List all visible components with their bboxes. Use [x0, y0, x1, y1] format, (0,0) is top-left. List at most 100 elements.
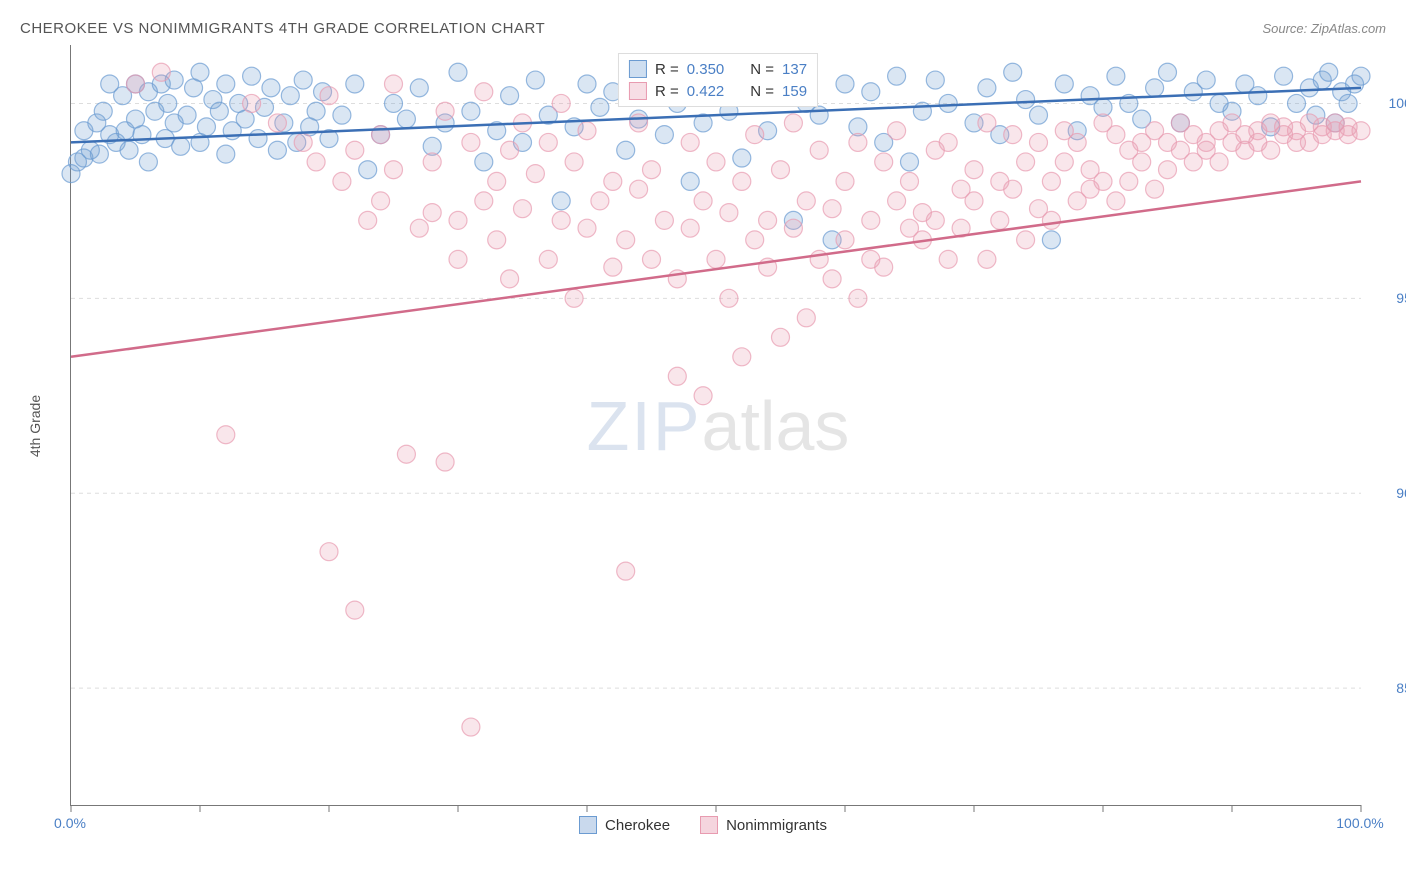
scatter-point: [1030, 133, 1048, 151]
scatter-point: [681, 172, 699, 190]
scatter-point: [346, 75, 364, 93]
scatter-point: [1042, 172, 1060, 190]
scatter-point: [939, 94, 957, 112]
scatter-point: [888, 67, 906, 85]
scatter-point: [333, 172, 351, 190]
stat-r-value: 0.350: [687, 61, 725, 78]
scatter-point: [294, 71, 312, 89]
scatter-point: [862, 83, 880, 101]
scatter-point: [475, 153, 493, 171]
scatter-point: [810, 106, 828, 124]
scatter-point: [630, 114, 648, 132]
scatter-point: [694, 387, 712, 405]
scatter-point: [888, 122, 906, 140]
scatter-point: [488, 231, 506, 249]
scatter-point: [1094, 172, 1112, 190]
scatter-point: [501, 270, 519, 288]
scatter-point: [385, 94, 403, 112]
scatter-point: [462, 718, 480, 736]
scatter-point: [617, 562, 635, 580]
scatter-point: [1146, 180, 1164, 198]
scatter-point: [127, 75, 145, 93]
x-tick-label: 100.0%: [1336, 815, 1383, 831]
scatter-point: [797, 192, 815, 210]
scatter-point: [307, 102, 325, 120]
scatter-point: [630, 180, 648, 198]
y-tick-label: 85.0%: [1396, 680, 1406, 696]
scatter-point: [991, 211, 1009, 229]
scatter-point: [733, 172, 751, 190]
scatter-point: [410, 219, 428, 237]
scatter-point: [772, 161, 790, 179]
y-tick-label: 95.0%: [1396, 290, 1406, 306]
scatter-point: [604, 172, 622, 190]
scatter-point: [423, 153, 441, 171]
scatter-point: [1352, 67, 1370, 85]
scatter-point: [759, 211, 777, 229]
scatter-point: [243, 94, 261, 112]
scatter-point: [784, 219, 802, 237]
scatter-point: [397, 445, 415, 463]
scatter-point: [1159, 63, 1177, 81]
scatter-point: [965, 192, 983, 210]
scatter-point: [655, 211, 673, 229]
scatter-point: [217, 426, 235, 444]
scatter-point: [810, 141, 828, 159]
scatter-point: [591, 192, 609, 210]
scatter-point: [139, 153, 157, 171]
scatter-point: [720, 289, 738, 307]
scatter-point: [643, 250, 661, 268]
scatter-point: [823, 200, 841, 218]
scatter-point: [720, 204, 738, 222]
scatter-point: [862, 211, 880, 229]
scatter-point: [746, 126, 764, 144]
legend: CherokeeNonimmigrants: [20, 816, 1386, 834]
scatter-point: [436, 453, 454, 471]
scatter-point: [1055, 153, 1073, 171]
scatter-plot-svg: [70, 45, 1361, 806]
y-tick-label: 90.0%: [1396, 485, 1406, 501]
scatter-point: [1030, 106, 1048, 124]
scatter-point: [501, 87, 519, 105]
scatter-point: [552, 192, 570, 210]
scatter-point: [1120, 172, 1138, 190]
scatter-point: [1197, 71, 1215, 89]
scatter-point: [488, 172, 506, 190]
scatter-point: [320, 87, 338, 105]
scatter-point: [681, 133, 699, 151]
scatter-point: [191, 63, 209, 81]
scatter-point: [1004, 63, 1022, 81]
scatter-point: [784, 114, 802, 132]
scatter-point: [849, 289, 867, 307]
scatter-point: [1339, 94, 1357, 112]
scatter-point: [888, 192, 906, 210]
scatter-point: [333, 106, 351, 124]
scatter-point: [539, 133, 557, 151]
scatter-point: [591, 98, 609, 116]
scatter-point: [372, 192, 390, 210]
legend-item: Nonimmigrants: [700, 816, 827, 834]
scatter-point: [152, 63, 170, 81]
scatter-point: [385, 161, 403, 179]
scatter-point: [578, 75, 596, 93]
stat-n-label: N =: [750, 61, 774, 78]
scatter-point: [526, 165, 544, 183]
scatter-point: [1004, 180, 1022, 198]
scatter-point: [217, 75, 235, 93]
scatter-point: [875, 258, 893, 276]
scatter-point: [359, 211, 377, 229]
scatter-point: [346, 601, 364, 619]
scatter-point: [707, 153, 725, 171]
scatter-point: [1262, 141, 1280, 159]
scatter-point: [268, 141, 286, 159]
scatter-point: [578, 219, 596, 237]
title-row: CHEROKEE VS NONIMMIGRANTS 4TH GRADE CORR…: [20, 20, 1386, 37]
scatter-point: [849, 133, 867, 151]
stat-r-value: 0.422: [687, 83, 725, 100]
scatter-point: [1288, 94, 1306, 112]
chart-title: CHEROKEE VS NONIMMIGRANTS 4TH GRADE CORR…: [20, 20, 545, 37]
scatter-point: [249, 130, 267, 148]
chart-container: CHEROKEE VS NONIMMIGRANTS 4TH GRADE CORR…: [20, 20, 1386, 834]
scatter-point: [172, 137, 190, 155]
scatter-point: [514, 200, 532, 218]
